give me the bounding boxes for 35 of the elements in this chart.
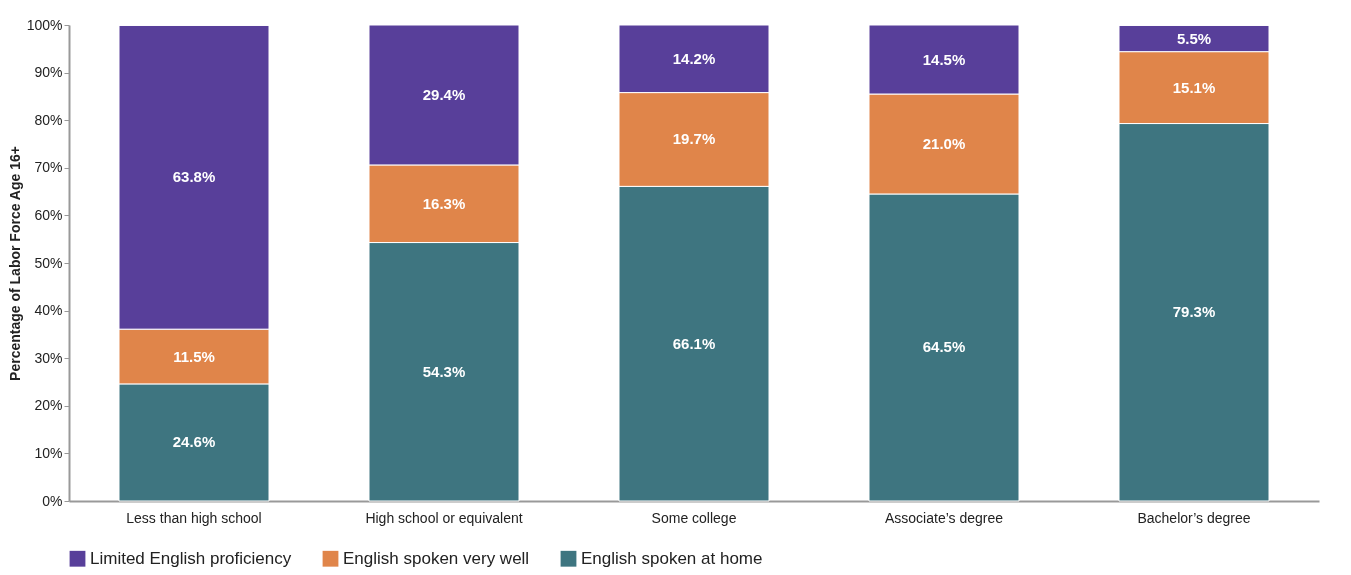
y-tick-label: 80% <box>34 111 63 128</box>
x-tick-label: Some college <box>651 509 737 526</box>
data-label: 79.3% <box>1172 303 1216 321</box>
x-tick-label: Bachelor’s degree <box>1137 509 1251 526</box>
y-tick-label: 0% <box>42 492 63 509</box>
y-tick-label: 50% <box>34 254 63 271</box>
data-label: 63.8% <box>172 168 216 186</box>
y-tick-label: 10% <box>34 444 63 461</box>
data-label: 5.5% <box>1176 29 1212 47</box>
y-tick-label: 30% <box>34 349 63 366</box>
x-tick-label: Associate’s degree <box>884 509 1004 526</box>
legend-label: Limited English proficiency <box>90 548 292 568</box>
y-tick-label: 60% <box>34 206 63 223</box>
data-label: 14.5% <box>922 50 966 68</box>
data-label: 15.1% <box>1172 78 1216 96</box>
data-label: 21.0% <box>922 135 966 152</box>
data-label: 54.3% <box>422 362 466 380</box>
data-label: 66.1% <box>672 334 716 352</box>
y-tick-label: 70% <box>34 159 63 176</box>
legend-label: English spoken at home <box>581 548 763 568</box>
x-tick-label: High school or equivalent <box>365 509 523 526</box>
data-label: 29.4% <box>422 85 466 103</box>
data-label: 64.5% <box>922 338 966 356</box>
data-label: 16.3% <box>422 194 466 212</box>
y-tick-label: 20% <box>34 397 63 414</box>
y-tick-label: 100% <box>26 16 63 33</box>
data-label: 11.5% <box>173 347 215 365</box>
data-label: 14.2% <box>672 49 716 67</box>
y-tick-label: 90% <box>34 64 63 81</box>
x-tick-label: Less than high school <box>126 509 262 526</box>
y-axis-title: Percentage of Labor Force Age 16+ <box>6 146 23 381</box>
data-label: 19.7% <box>672 130 716 148</box>
data-label: 24.6% <box>172 433 216 451</box>
y-tick-label: 40% <box>34 302 63 319</box>
legend-label: English spoken very well <box>343 548 530 568</box>
